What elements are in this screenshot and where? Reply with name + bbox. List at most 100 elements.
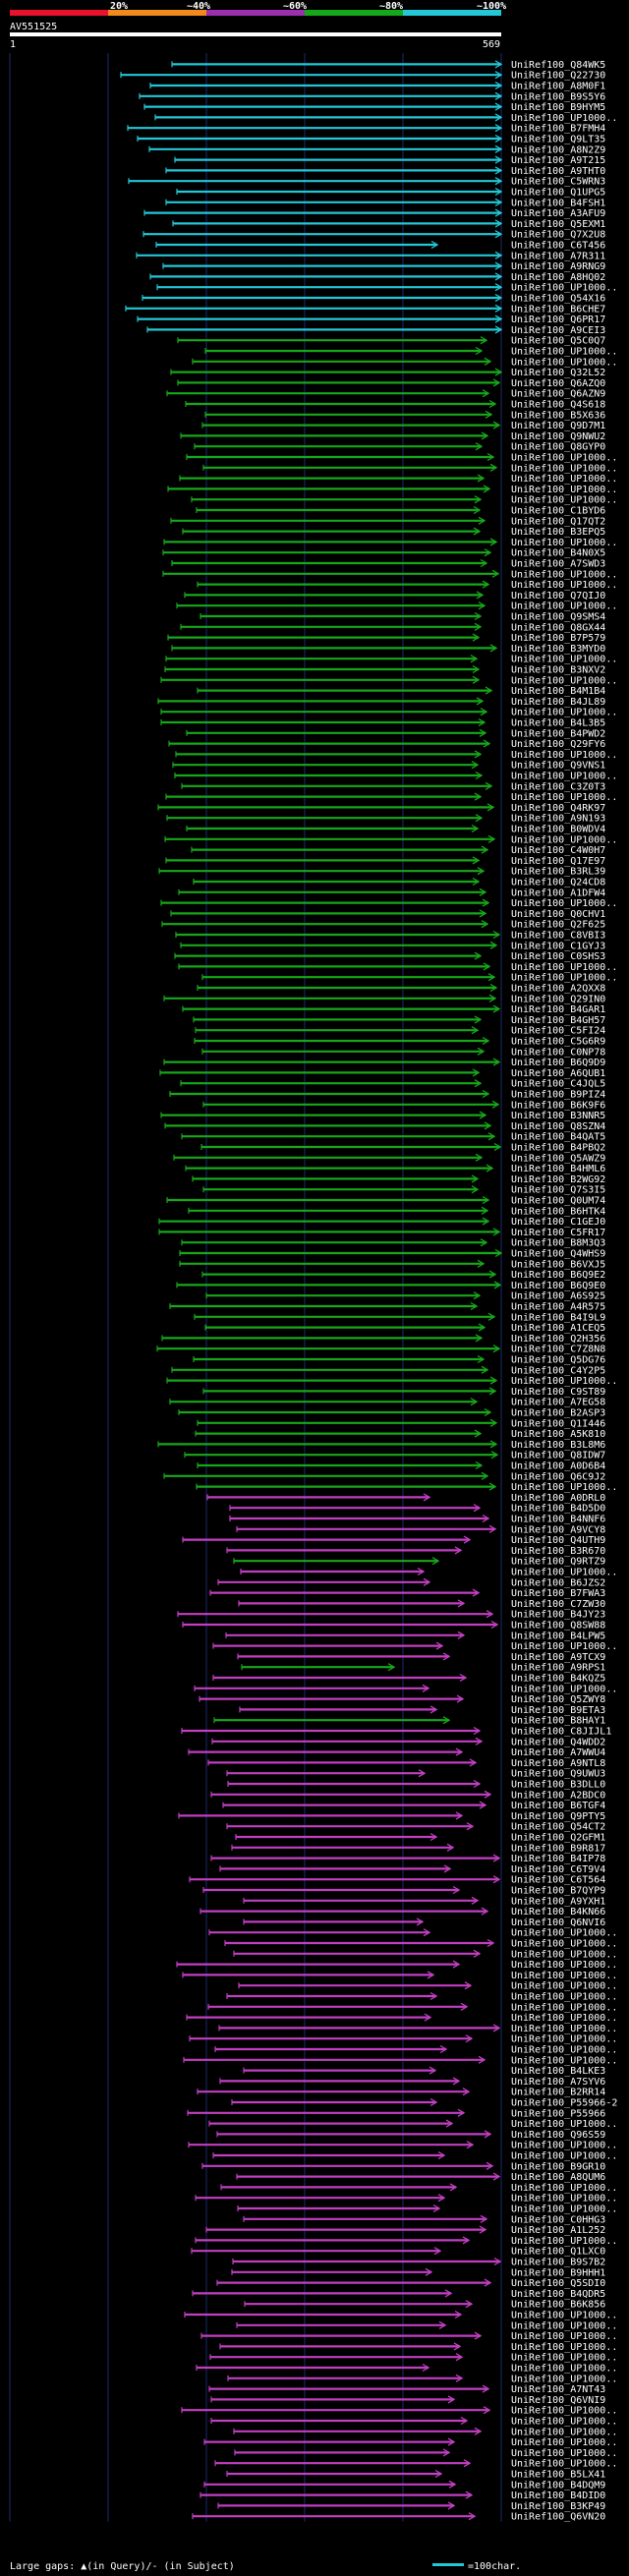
hit-label[interactable]: UniRef100_B9PIZ4: [511, 1090, 605, 1101]
hit-label[interactable]: UniRef100_C9ST89: [511, 1387, 605, 1398]
hit-label[interactable]: UniRef100_UP1000..: [511, 2427, 617, 2437]
hit-label[interactable]: UniRef100_Q6VN20: [511, 2512, 605, 2523]
hit-label[interactable]: UniRef100_UP1000..: [511, 834, 617, 845]
hit-label[interactable]: UniRef100_A9RPS1: [511, 1663, 605, 1674]
hit-label[interactable]: UniRef100_Q1LXC0: [511, 2247, 605, 2258]
hit-label[interactable]: UniRef100_UP1000..: [511, 495, 617, 506]
hit-label[interactable]: UniRef100_B6Q9D9: [511, 1058, 605, 1068]
hit-label[interactable]: UniRef100_Q8SW88: [511, 1621, 605, 1631]
hit-label[interactable]: UniRef100_Q6AZQ0: [511, 378, 605, 389]
hit-label[interactable]: UniRef100_C7Z8N8: [511, 1345, 605, 1355]
hit-label[interactable]: UniRef100_A7SYV6: [511, 2077, 605, 2088]
hit-label[interactable]: UniRef100_UP1000..: [511, 2353, 617, 2364]
hit-label[interactable]: UniRef100_UP1000..: [511, 1641, 617, 1652]
hit-label[interactable]: UniRef100_Q29IN0: [511, 994, 605, 1004]
hit-label[interactable]: UniRef100_Q5AWZ9: [511, 1153, 605, 1164]
hit-label[interactable]: UniRef100_C4Y2P5: [511, 1365, 605, 1376]
hit-label[interactable]: UniRef100_C0NP78: [511, 1047, 605, 1058]
hit-label[interactable]: UniRef100_B4DQM9: [511, 2480, 605, 2490]
hit-label[interactable]: UniRef100_UP1000..: [511, 538, 617, 548]
hit-label[interactable]: UniRef100_B3RL39: [511, 867, 605, 878]
hit-label[interactable]: UniRef100_B3NXV2: [511, 665, 605, 676]
hit-label[interactable]: UniRef100_Q6AZN9: [511, 389, 605, 400]
hit-label[interactable]: UniRef100_A7R311: [511, 251, 605, 261]
hit-label[interactable]: UniRef100_B4QDR5: [511, 2289, 605, 2300]
hit-label[interactable]: UniRef100_A8HQ02: [511, 272, 605, 283]
hit-label[interactable]: UniRef100_Q1UPG5: [511, 188, 605, 199]
hit-label[interactable]: UniRef100_Q96S59: [511, 2130, 605, 2141]
hit-label[interactable]: UniRef100_Q5ZWY8: [511, 1694, 605, 1705]
hit-label[interactable]: UniRef100_Q5C0Q7: [511, 336, 605, 347]
hit-label[interactable]: UniRef100_A4R575: [511, 1302, 605, 1313]
hit-label[interactable]: UniRef100_UP1000..: [511, 962, 617, 973]
hit-label[interactable]: UniRef100_UP1000..: [511, 113, 617, 124]
hit-label[interactable]: UniRef100_B6CHE7: [511, 304, 605, 315]
hit-label[interactable]: UniRef100_UP1000..: [511, 1992, 617, 2003]
hit-label[interactable]: UniRef100_Q9SMS4: [511, 612, 605, 623]
hit-label[interactable]: UniRef100_A0D6B4: [511, 1461, 605, 1472]
hit-label[interactable]: UniRef100_UP1000..: [511, 485, 617, 495]
hit-label[interactable]: UniRef100_B4I9L9: [511, 1312, 605, 1323]
hit-label[interactable]: UniRef100_B3R670: [511, 1546, 605, 1557]
hit-label[interactable]: UniRef100_A9T215: [511, 155, 605, 166]
hit-label[interactable]: UniRef100_UP1000..: [511, 2320, 617, 2331]
hit-label[interactable]: UniRef100_B4GAR1: [511, 1004, 605, 1015]
hit-label[interactable]: UniRef100_UP1000..: [511, 2013, 617, 2024]
hit-label[interactable]: UniRef100_UP1000..: [511, 2204, 617, 2215]
hit-label[interactable]: UniRef100_C8JIJL1: [511, 1727, 611, 1738]
hit-label[interactable]: UniRef100_B9HYM5: [511, 102, 605, 113]
hit-label[interactable]: UniRef100_B4HML6: [511, 1164, 605, 1174]
hit-label[interactable]: UniRef100_A1CEQ5: [511, 1323, 605, 1334]
hit-label[interactable]: UniRef100_UP1000..: [511, 2417, 617, 2428]
hit-label[interactable]: UniRef100_Q2F625: [511, 920, 605, 931]
hit-label[interactable]: UniRef100_B4JL89: [511, 697, 605, 708]
hit-label[interactable]: UniRef100_UP1000..: [511, 357, 617, 368]
hit-label[interactable]: UniRef100_B9ETA3: [511, 1705, 605, 1716]
hit-label[interactable]: UniRef100_UP1000..: [511, 1949, 617, 1960]
hit-label[interactable]: UniRef100_A0DRL0: [511, 1493, 605, 1504]
hit-label[interactable]: UniRef100_Q9VNS1: [511, 761, 605, 772]
hit-label[interactable]: UniRef100_Q4RK97: [511, 803, 605, 814]
hit-label[interactable]: UniRef100_Q5DG76: [511, 1355, 605, 1366]
hit-label[interactable]: UniRef100_Q1I446: [511, 1418, 605, 1429]
hit-label[interactable]: UniRef100_Q17E97: [511, 856, 605, 867]
hit-label[interactable]: UniRef100_Q54X16: [511, 294, 605, 305]
hit-label[interactable]: UniRef100_A6S925: [511, 1291, 605, 1302]
hit-label[interactable]: UniRef100_UP1000..: [511, 463, 617, 474]
hit-label[interactable]: UniRef100_B6VXJ5: [511, 1259, 605, 1270]
hit-label[interactable]: UniRef100_A9TCX9: [511, 1652, 605, 1663]
hit-label[interactable]: UniRef100_B4KN66: [511, 1907, 605, 1918]
hit-label[interactable]: UniRef100_Q4S618: [511, 400, 605, 411]
hit-label[interactable]: UniRef100_UP1000..: [511, 569, 617, 580]
hit-label[interactable]: UniRef100_A8M0F1: [511, 82, 605, 92]
hit-label[interactable]: UniRef100_B8M3Q3: [511, 1238, 605, 1249]
hit-label[interactable]: UniRef100_B4FSH1: [511, 198, 605, 208]
hit-label[interactable]: UniRef100_A8N2Z9: [511, 144, 605, 155]
hit-label[interactable]: UniRef100_UP1000..: [511, 1939, 617, 1950]
hit-label[interactable]: UniRef100_B4M1B4: [511, 686, 605, 697]
hit-label[interactable]: UniRef100_Q6C9J2: [511, 1471, 605, 1482]
hit-label[interactable]: UniRef100_B4JY23: [511, 1610, 605, 1621]
hit-label[interactable]: UniRef100_C5WRN3: [511, 177, 605, 188]
hit-label[interactable]: UniRef100_B3KP49: [511, 2501, 605, 2512]
hit-label[interactable]: UniRef100_UP1000..: [511, 792, 617, 803]
hit-label[interactable]: UniRef100_Q7S3I5: [511, 1185, 605, 1196]
hit-label[interactable]: UniRef100_Q9PTY5: [511, 1811, 605, 1822]
hit-label[interactable]: UniRef100_C0SHS3: [511, 951, 605, 962]
hit-label[interactable]: UniRef100_B3L8M6: [511, 1440, 605, 1451]
hit-label[interactable]: UniRef100_Q4UTH9: [511, 1535, 605, 1546]
hit-label[interactable]: UniRef100_A8QUM6: [511, 2172, 605, 2183]
hit-label[interactable]: UniRef100_UP1000..: [511, 283, 617, 294]
hit-label[interactable]: UniRef100_B4NNF6: [511, 1515, 605, 1525]
hit-label[interactable]: UniRef100_A9NTL8: [511, 1758, 605, 1769]
hit-label[interactable]: UniRef100_Q6PR17: [511, 315, 605, 325]
hit-label[interactable]: UniRef100_A3AFU9: [511, 208, 605, 219]
hit-label[interactable]: UniRef100_Q0CHV1: [511, 909, 605, 920]
hit-label[interactable]: UniRef100_B4D5D0: [511, 1504, 605, 1515]
hit-label[interactable]: UniRef100_B4PBQ2: [511, 1143, 605, 1154]
hit-label[interactable]: UniRef100_B3DLL0: [511, 1780, 605, 1791]
hit-label[interactable]: UniRef100_UP1000..: [511, 601, 617, 612]
hit-label[interactable]: UniRef100_UP1000..: [511, 453, 617, 464]
hit-label[interactable]: UniRef100_UP1000..: [511, 2045, 617, 2056]
hit-label[interactable]: UniRef100_C1GYJ3: [511, 941, 605, 951]
